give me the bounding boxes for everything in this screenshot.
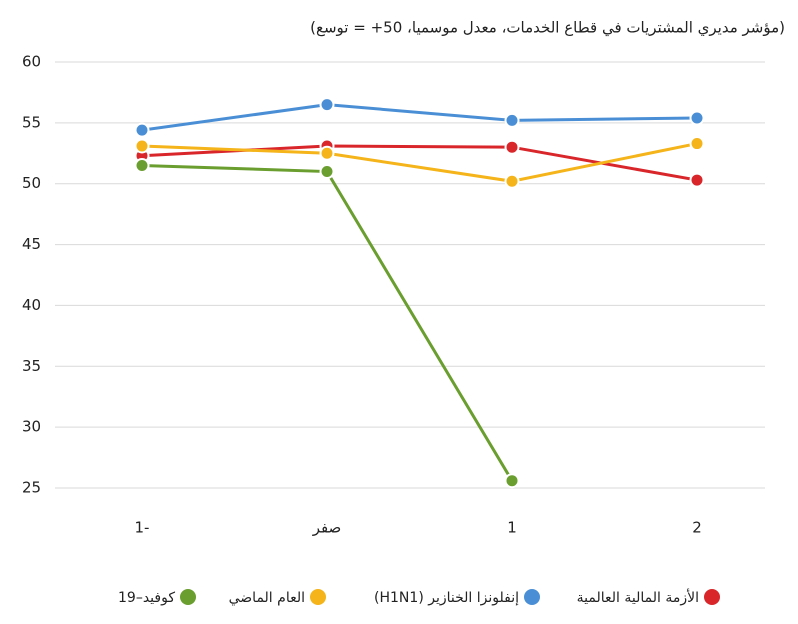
y-tick-label: 30 [22, 418, 41, 436]
x-tick-label: 1- [135, 519, 150, 537]
point [504, 473, 520, 489]
point [504, 139, 520, 155]
point [319, 145, 335, 161]
y-tick-label: 50 [22, 174, 41, 192]
legend-label: كوفيد–19 [118, 590, 175, 606]
point [504, 112, 520, 128]
x-tick-label: صفر [312, 519, 342, 537]
legend-marker [310, 589, 326, 605]
point [134, 138, 150, 154]
point [689, 136, 705, 152]
y-tick-label: 35 [22, 357, 41, 375]
y-tick-label: 40 [22, 296, 41, 314]
legend-label: العام الماضي [229, 590, 305, 606]
x-tick-label: 1 [507, 519, 517, 537]
y-tick-label: 25 [22, 479, 41, 497]
legend-marker [180, 589, 196, 605]
y-tick-label: 55 [22, 113, 41, 131]
legend-marker [704, 589, 720, 605]
series-line [141, 163, 514, 482]
point [319, 97, 335, 113]
legend-label: الأزمة المالية العالمية [577, 588, 699, 606]
point [319, 164, 335, 180]
series-line [141, 142, 698, 183]
point [134, 157, 150, 173]
series-line [141, 144, 698, 182]
series-line [141, 103, 698, 132]
point [689, 172, 705, 188]
x-tick-label: 2 [692, 519, 702, 537]
chart-title: (مؤشر مديري المشتريات في قطاع الخدمات، م… [310, 19, 785, 38]
legend-label: إنفلونزا الخنازير (H1N1) [374, 590, 519, 606]
point [504, 173, 520, 189]
legend-marker [524, 589, 540, 605]
point [689, 110, 705, 126]
y-tick-label: 45 [22, 235, 41, 253]
point [134, 122, 150, 138]
y-tick-label: 60 [22, 53, 41, 71]
